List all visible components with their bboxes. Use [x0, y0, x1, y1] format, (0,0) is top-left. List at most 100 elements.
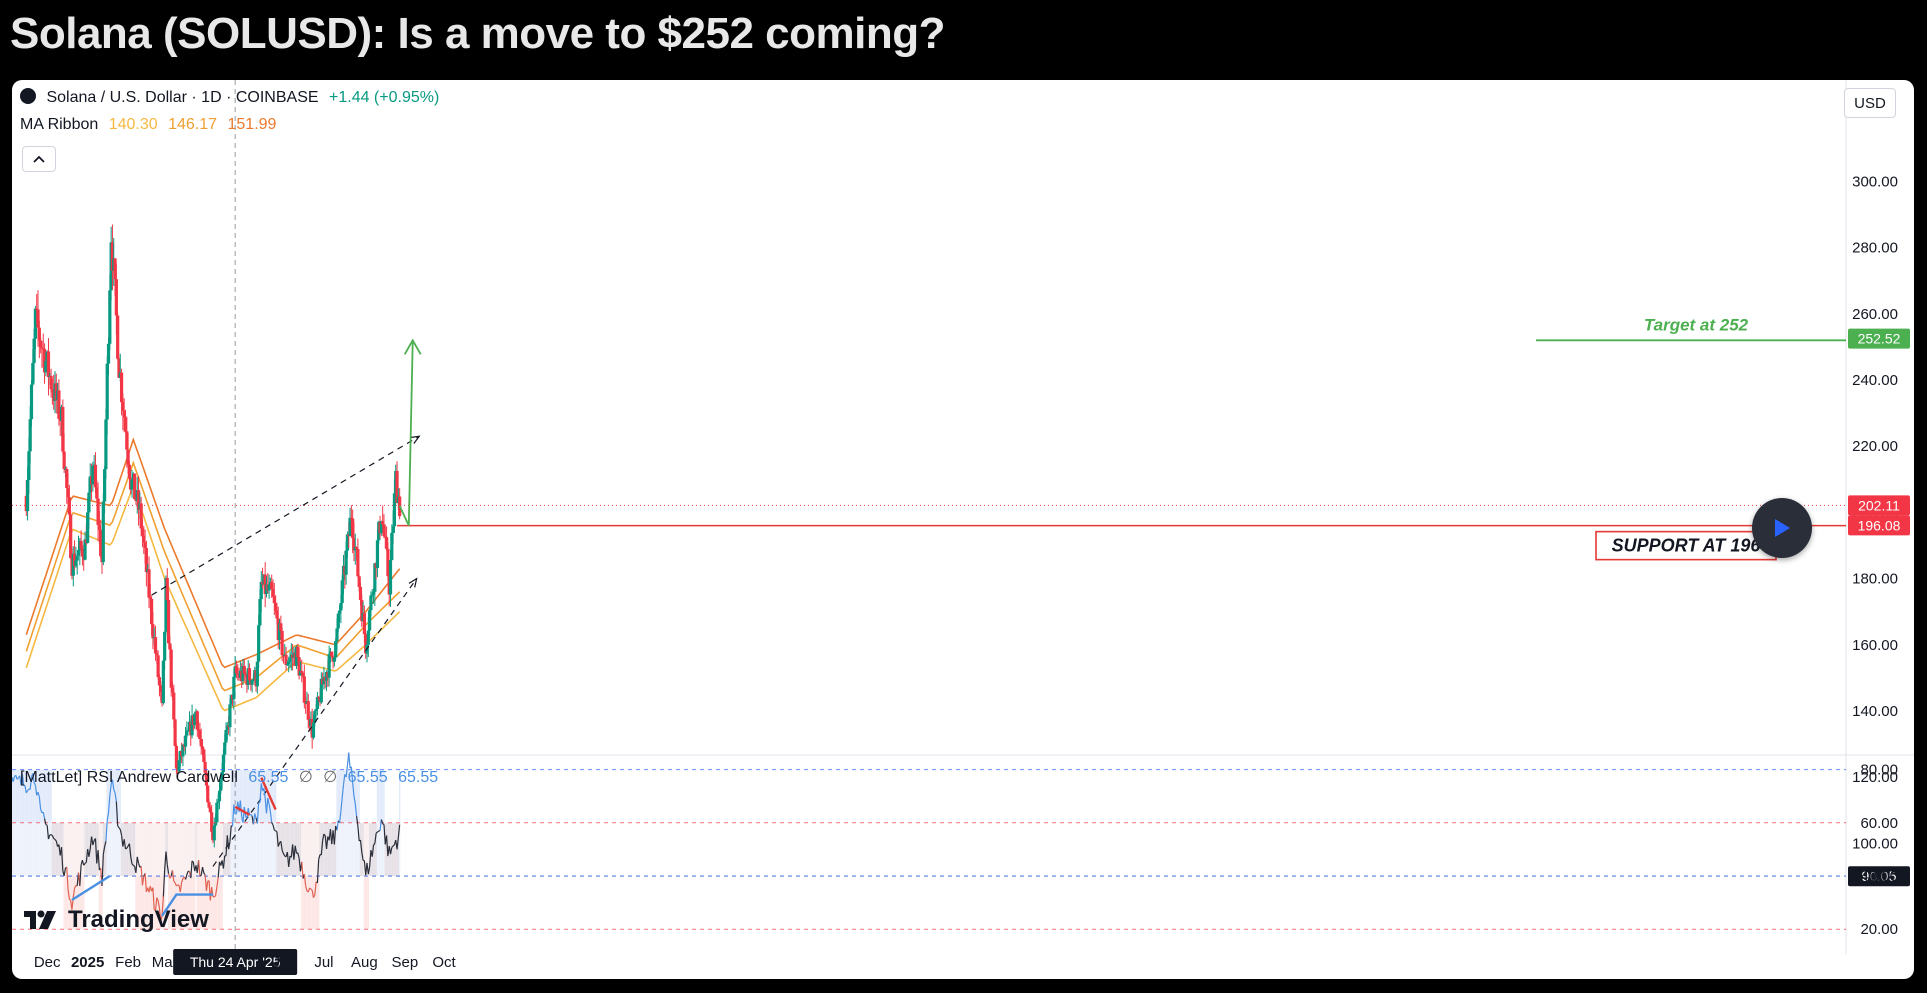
rsi-bear-zone [182, 876, 184, 930]
rsi-line-segment [348, 752, 351, 769]
rsi-line-segment [354, 803, 358, 817]
rsi-bear-zone [301, 822, 303, 876]
ma-value-3: 151.99 [227, 116, 277, 133]
candle [156, 655, 160, 678]
rsi-bull-zone [42, 822, 44, 876]
rsi-bull-zone [357, 822, 359, 876]
rsi-bear-zone [366, 876, 368, 930]
rsi-bull-zone [272, 769, 274, 823]
candle [255, 661, 259, 687]
rsi-bull-zone [237, 822, 239, 876]
chart-canvas[interactable]: 300.00280.00260.00240.00220.00200.00180.… [12, 80, 1914, 979]
rsi-line-segment [24, 785, 27, 794]
rsi-bear-zone [79, 822, 81, 876]
rsi-bull-zone [337, 822, 339, 876]
rsi-line-segment [137, 863, 141, 868]
candle [74, 560, 78, 566]
rsi-line-segment [84, 861, 87, 864]
candle [288, 658, 292, 663]
candle [62, 451, 66, 469]
rsi-neutral-zone [319, 822, 321, 876]
candle [351, 518, 355, 539]
rsi-line-segment [307, 887, 311, 893]
collapse-legend-button[interactable] [22, 146, 56, 172]
currency-button[interactable]: USD [1844, 88, 1896, 118]
rsi-bear-zone [187, 822, 189, 876]
rsi-bull-zone [25, 769, 27, 823]
candle [315, 697, 320, 710]
upper-trendline [151, 435, 420, 596]
rsi-line-segment [27, 788, 30, 792]
rsi-bear-zone [220, 822, 222, 876]
rsi-line-segment [118, 827, 121, 830]
price-tick-label: 100.00 [1852, 835, 1898, 852]
brand-name: TradingView [68, 906, 209, 933]
rsi-neutral-zone [282, 822, 285, 876]
candle [285, 664, 289, 666]
rsi-tick-label: 20.00 [1860, 921, 1898, 938]
rsi-bull-zone [117, 822, 119, 876]
rsi-line-segment [249, 813, 252, 816]
rsi-line-segment [310, 888, 313, 891]
candle [373, 563, 377, 592]
rsi-bull-zone [379, 822, 381, 876]
rsi-bear-zone [152, 822, 154, 876]
rsi-line-segment [318, 854, 321, 860]
candle [207, 802, 211, 808]
candle [259, 581, 263, 600]
candle [96, 498, 100, 526]
candle [174, 745, 179, 769]
rsi-bear-zone [173, 876, 175, 930]
rsi-bear-zone [170, 822, 172, 876]
rsi-line-segment [323, 833, 326, 837]
rsi-bull-zone [244, 769, 247, 823]
rsi-line-segment [111, 779, 115, 790]
rsi-bear-zone [148, 822, 150, 876]
rsi-bear-zone [221, 822, 223, 876]
candle [275, 610, 279, 619]
candle [142, 535, 146, 543]
rsi-bear-zone [164, 822, 166, 876]
rsi-neutral-zone [298, 822, 300, 876]
rsi-bull-zone [272, 822, 274, 876]
rsi-bull-zone [110, 769, 112, 823]
candle [220, 771, 224, 781]
rsi-bear-zone [158, 876, 161, 930]
rsi-neutral-zone [289, 822, 291, 876]
price-tag-label: 252.52 [1858, 331, 1901, 347]
rsi-bull-zone [355, 822, 358, 876]
rsi-bear-zone [100, 876, 102, 930]
price-change: +1.44 (+0.95%) [329, 89, 440, 106]
candle [215, 802, 219, 823]
rsi-bear-zone [161, 876, 163, 930]
candle [75, 555, 79, 561]
rsi-neutral-zone [362, 822, 364, 876]
rsi-bear-zone [63, 876, 65, 930]
rsi-bear-zone [201, 822, 204, 876]
candle [334, 641, 338, 658]
price-tag-label: 90.05 [1861, 868, 1896, 884]
rsi-bear-zone [156, 822, 158, 876]
price-tag-label: 202.11 [1858, 497, 1900, 513]
candle [197, 729, 201, 731]
rsi-divergence-line [234, 805, 251, 816]
rsi-line-segment [113, 789, 116, 794]
rsi-bear-zone [196, 822, 198, 876]
rsi-line-segment [106, 812, 110, 821]
rsi-bull-zone [263, 822, 265, 876]
rsi-line-segment [97, 850, 100, 871]
play-button[interactable] [1752, 498, 1812, 558]
candle [40, 347, 44, 349]
tradingview-logo: TradingView [24, 906, 209, 934]
rsi-line-segment [130, 856, 133, 865]
rsi-bull-zone [345, 822, 347, 876]
rsi-bull-zone [43, 769, 46, 823]
rsi-line-segment [339, 810, 342, 823]
rsi-neutral-zone [286, 822, 289, 876]
candle [31, 363, 35, 385]
rsi-line-segment [154, 897, 158, 911]
rsi-bull-zone [344, 769, 346, 823]
rsi-bull-zone [346, 822, 349, 876]
rsi-line-segment [158, 907, 162, 922]
time-tick-label: Jul [314, 954, 333, 971]
